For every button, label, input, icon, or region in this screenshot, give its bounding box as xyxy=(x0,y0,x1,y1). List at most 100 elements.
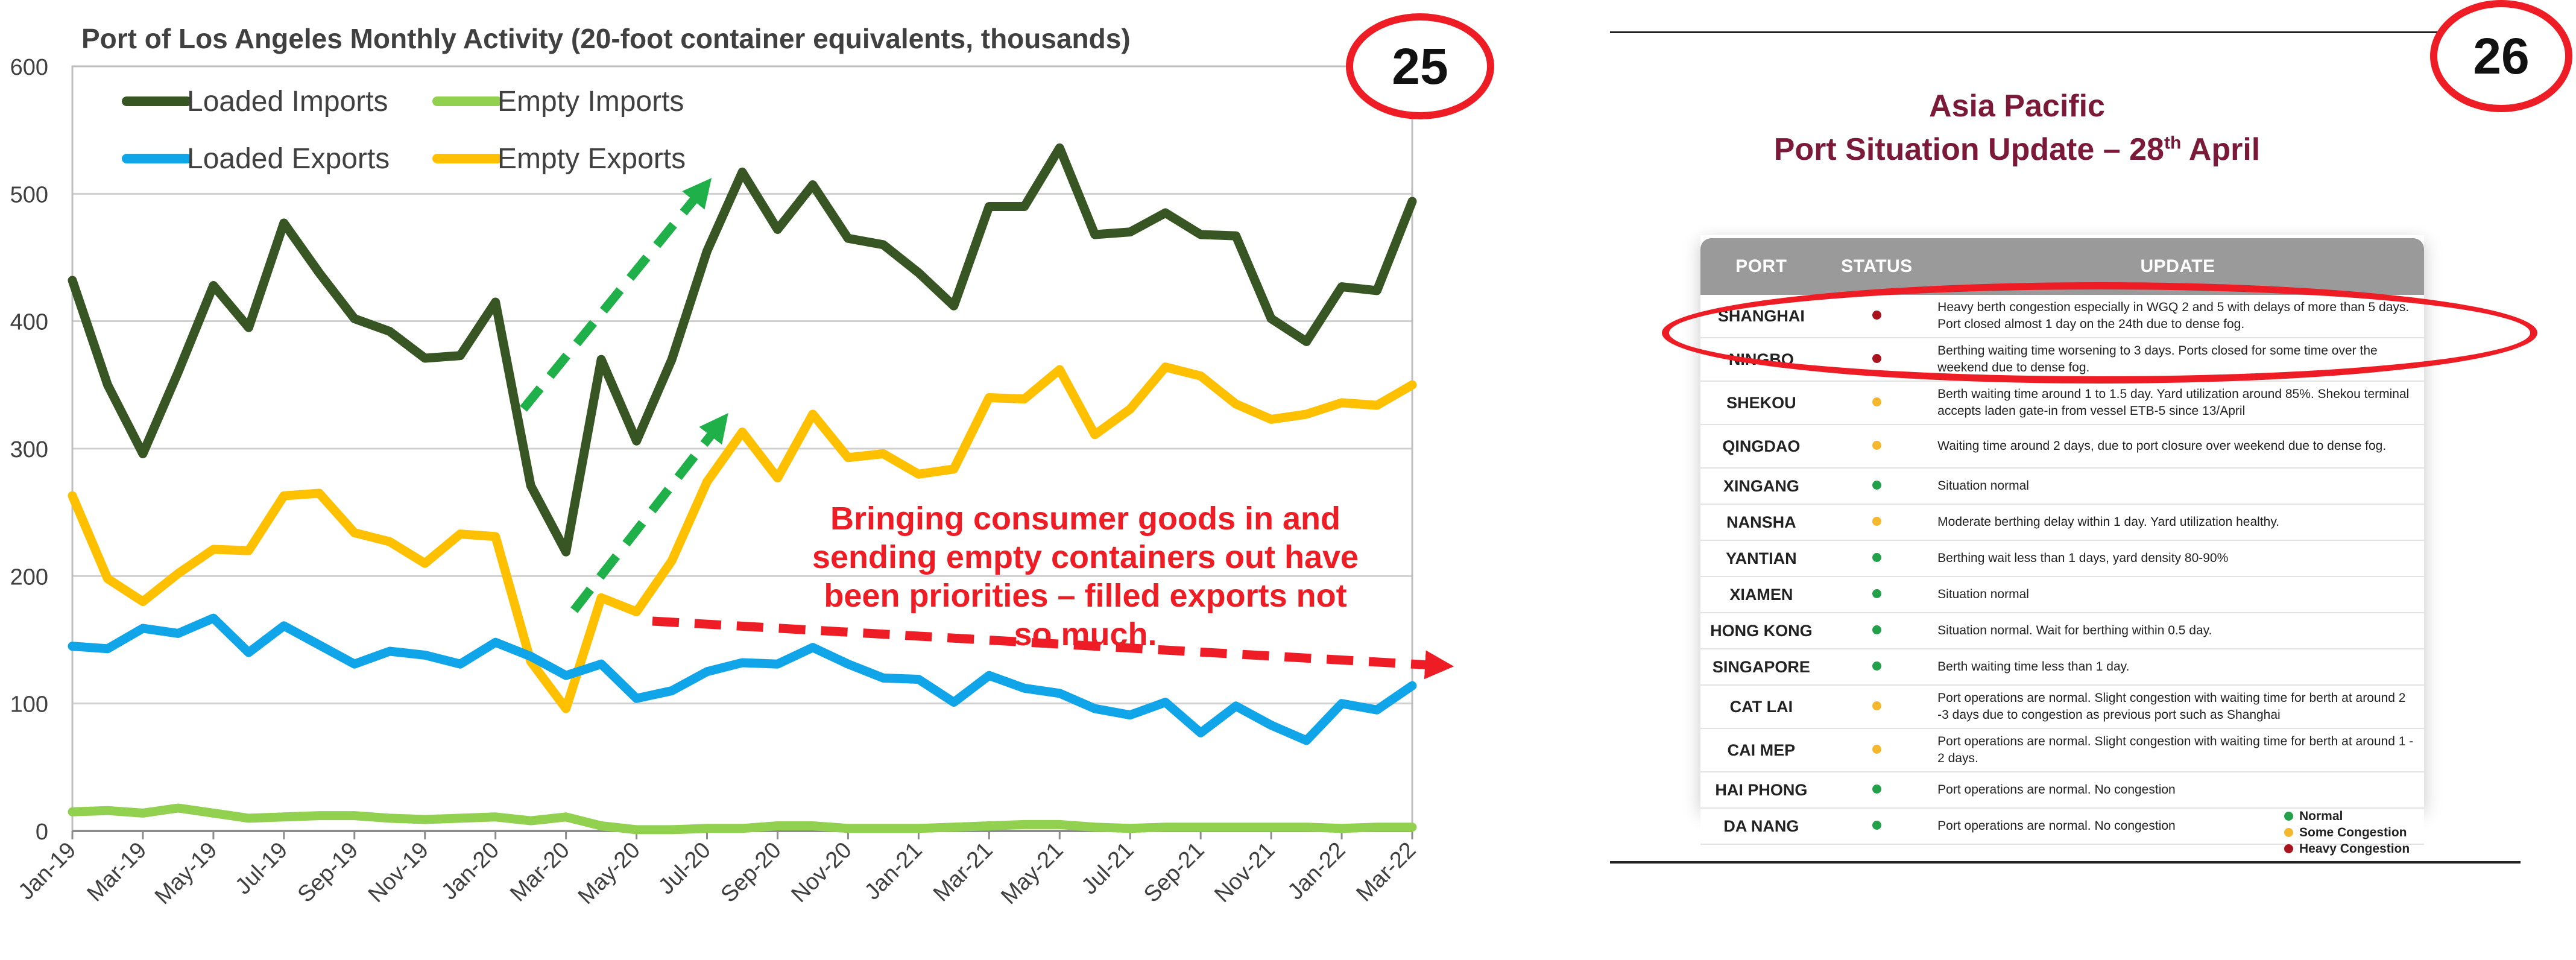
trend-arrows xyxy=(520,178,1454,680)
chart-annotation: Bringing consumer goods in and sending em… xyxy=(812,501,1359,652)
slide-bottom-rule xyxy=(1610,861,2521,864)
port-update: Waiting time around 2 days, due to port … xyxy=(1931,425,2424,469)
status-dot-icon xyxy=(1872,662,1881,671)
x-tick-label: Mar-20 xyxy=(505,838,575,907)
y-tick-label: 500 xyxy=(10,182,48,207)
table-row: XINGANG Situation normal xyxy=(1700,468,2424,505)
y-tick-label: 300 xyxy=(10,437,48,463)
status-dot-icon xyxy=(1872,397,1881,406)
port-name: SINGAPORE xyxy=(1700,649,1822,686)
x-tick-label: Sep-21 xyxy=(1139,838,1209,908)
port-update: Port operations are normal. Slight conge… xyxy=(1931,685,2424,729)
port-name: YANTIAN xyxy=(1700,540,1822,577)
port-update: Situation normal xyxy=(1931,468,2424,505)
annotation-line: sending empty containers out have xyxy=(812,539,1359,575)
green-arrow-upper xyxy=(520,178,712,412)
status-dot-icon xyxy=(1872,821,1881,830)
slide-number-25: 25 xyxy=(1392,37,1448,95)
legend-label: Loaded Imports xyxy=(187,86,388,118)
port-update: Situation normal. Wait for berthing with… xyxy=(1931,613,2424,649)
port-name: CAT LAI xyxy=(1700,685,1822,729)
port-update: Situation normal xyxy=(1931,576,2424,613)
legend-label: Heavy Congestion xyxy=(2299,841,2410,856)
x-tick-label: Jan-21 xyxy=(860,838,927,905)
status-dot-icon xyxy=(1872,481,1881,490)
highlight-ellipse-shanghai-ningbo xyxy=(1662,282,2537,384)
table-row: XIAMEN Situation normal xyxy=(1700,576,2424,613)
table-row: YANTIAN Berthing wait less than 1 days, y… xyxy=(1700,540,2424,577)
port-name: CAI MEP xyxy=(1700,728,1822,772)
x-tick-label: Jan-20 xyxy=(437,838,504,905)
port-name: QINGDAO xyxy=(1700,425,1822,469)
red-arrow xyxy=(652,616,1454,680)
x-tick-label: Sep-20 xyxy=(716,838,786,908)
y-tick-label: 200 xyxy=(10,564,48,590)
port-update: Berth waiting time less than 1 day. xyxy=(1931,649,2424,686)
port-update: Port operations are normal. No congestio… xyxy=(1931,808,2424,845)
green-arrow-lower xyxy=(570,412,728,613)
x-tick-label: Mar-21 xyxy=(929,838,998,907)
status-dot-icon xyxy=(1872,589,1881,598)
port-status xyxy=(1822,772,1932,809)
legend-dot-icon xyxy=(2284,844,2293,853)
title-line2-prefix: Port Situation Update – 28 xyxy=(1773,132,2164,167)
slide-top-rule xyxy=(1610,31,2521,33)
status-dot-icon xyxy=(1872,441,1881,450)
x-tick-label: May-19 xyxy=(150,838,222,909)
table-row: CAI MEP Port operations are normal. Sligh… xyxy=(1700,728,2424,772)
port-name: HONG KONG xyxy=(1700,613,1822,649)
x-tick-label: Mar-22 xyxy=(1352,838,1421,907)
x-tick-label: May-21 xyxy=(996,838,1068,909)
legend-item: Normal xyxy=(2284,808,2410,824)
x-tick-label: Jul-20 xyxy=(654,838,716,900)
series-line-empty-imports xyxy=(68,803,1417,835)
port-name: SHEKOU xyxy=(1700,381,1822,425)
port-status-table: PORT STATUS UPDATE SHANGHAI Heavy berth c… xyxy=(1700,238,2424,845)
port-update: Berthing wait less than 1 days, yard den… xyxy=(1931,540,2424,577)
port-name: NANSHA xyxy=(1700,504,1822,541)
y-tick-label: 100 xyxy=(10,692,48,718)
slide-title-line1: Asia Pacific xyxy=(1929,89,2105,124)
table-row: SHEKOU Berth waiting time around 1 to 1.5… xyxy=(1700,381,2424,425)
header-status: STATUS xyxy=(1822,238,1932,295)
x-tick-label: Jan-19 xyxy=(13,838,81,905)
x-tick-label: Nov-21 xyxy=(1210,838,1280,908)
status-legend: Normal Some Congestion Heavy Congestion xyxy=(2284,808,2410,857)
slide-number-badge-25: 25 xyxy=(1346,13,1494,119)
legend-dot-icon xyxy=(2284,812,2293,821)
status-dot-icon xyxy=(1872,745,1881,754)
status-dot-icon xyxy=(1872,553,1881,562)
x-tick-label: Jul-21 xyxy=(1077,838,1139,900)
x-tick-label: Mar-19 xyxy=(82,838,151,907)
series-line-empty-exports xyxy=(68,362,1417,713)
annotation-line: been priorities – filled exports not xyxy=(824,578,1346,614)
port-status xyxy=(1822,576,1932,613)
chart-title: Port of Los Angeles Monthly Activity (20… xyxy=(81,23,1131,54)
slide-number-26: 26 xyxy=(2473,27,2530,84)
port-status xyxy=(1822,468,1932,505)
port-update: Moderate berthing delay within 1 day. Ya… xyxy=(1931,504,2424,541)
status-dot-icon xyxy=(1872,625,1881,634)
port-status xyxy=(1822,504,1932,541)
slide-title-line2: Port Situation Update – 28th April xyxy=(1773,128,2261,171)
port-name: XIAMEN xyxy=(1700,576,1822,613)
legend-label: Some Congestion xyxy=(2299,825,2407,839)
x-tick-label: Sep-19 xyxy=(293,838,363,908)
slide-title: Asia Pacific Port Situation Update – 28t… xyxy=(1773,84,2261,171)
port-update: Port operations are normal. Slight conge… xyxy=(1931,728,2424,772)
status-dot-icon xyxy=(1872,517,1881,526)
container-activity-chart: Port of Los Angeles Monthly Activity (20… xyxy=(10,23,1454,909)
port-status xyxy=(1822,685,1932,729)
port-name: DA NANG xyxy=(1700,808,1822,845)
table-row: CAT LAI Port operations are normal. Sligh… xyxy=(1700,685,2424,729)
port-status xyxy=(1822,613,1932,649)
legend-item: Some Congestion xyxy=(2284,824,2410,841)
port-name: XINGANG xyxy=(1700,468,1822,505)
y-tick-label: 400 xyxy=(10,310,48,335)
status-dot-icon xyxy=(1872,701,1881,710)
port-update: Berth waiting time around 1 to 1.5 day. … xyxy=(1931,381,2424,425)
legend-label: Empty Exports xyxy=(497,143,686,175)
series-line-loaded-exports xyxy=(68,613,1417,745)
status-dot-icon xyxy=(1872,785,1881,794)
